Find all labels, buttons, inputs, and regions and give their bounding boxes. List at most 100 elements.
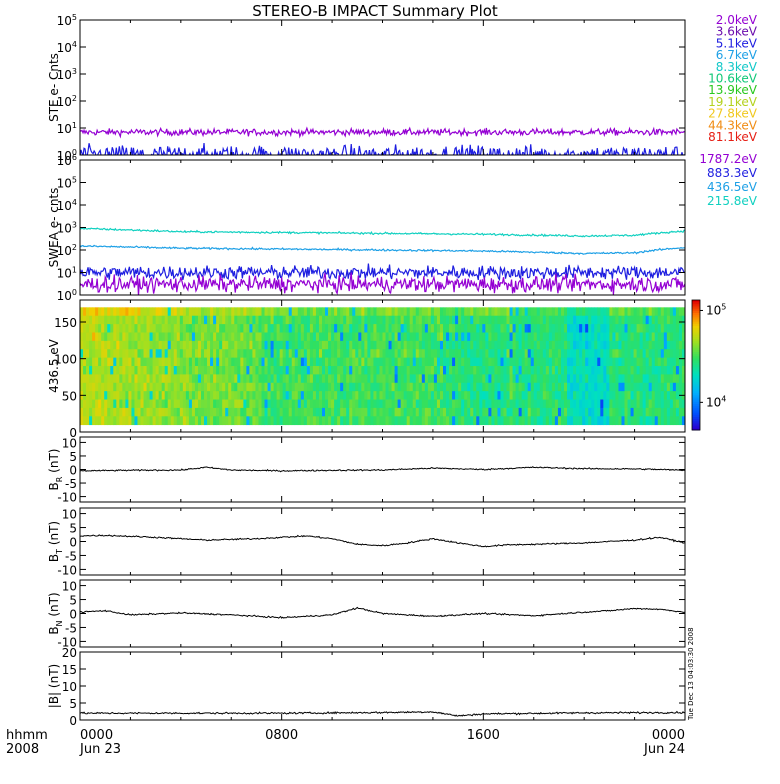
- y-tick-label: 106: [57, 153, 77, 168]
- y-tick-label: 5: [69, 522, 77, 536]
- series-line-215.8eV: [80, 227, 685, 238]
- y-tick-label: 5: [69, 697, 77, 711]
- time-axis-corner-year: 2008: [6, 742, 39, 757]
- y-tick-label: 103: [57, 221, 77, 236]
- time-axis-corner-hhmm: hhmm: [6, 728, 48, 743]
- time-tick-label: 0800: [265, 728, 298, 743]
- y-tick-label: 15: [62, 663, 77, 677]
- y-tick-label: 5: [69, 594, 77, 608]
- plot-title: STEREO-B IMPACT Summary Plot: [252, 2, 498, 20]
- legend-entry: 13.9keV: [708, 83, 758, 97]
- y-tick-label: 20: [62, 646, 77, 660]
- colorbar-tick-label: 104: [706, 394, 726, 409]
- y-tick-label: 0: [69, 464, 77, 478]
- legend-entry: 8.3keV: [716, 60, 758, 74]
- time-tick-label: 0000: [652, 728, 685, 743]
- legend-entry: 81.1keV: [708, 130, 758, 144]
- legend-entry: 436.5eV: [707, 180, 758, 194]
- panel-swea-data: [80, 227, 685, 295]
- panel-ste: 100 101 102 103 104 105 STE e- Cnts 2.0keV3.6ke…: [47, 13, 758, 163]
- panel-swea-ylabel: SWEA e- cnts: [47, 188, 61, 268]
- y-tick-label: -10: [57, 635, 77, 649]
- panel-bn-data: [80, 606, 685, 619]
- y-tick-label: 100: [57, 148, 77, 163]
- time-tick-label: 1600: [467, 728, 500, 743]
- y-tick-label: -5: [65, 621, 77, 635]
- panel-br-ylabel: BR (nT): [47, 449, 64, 491]
- panel-bn-ylabel: BN (nT): [47, 592, 64, 634]
- panel-bmag-data: [80, 710, 685, 717]
- y-tick-label: -5: [65, 549, 77, 563]
- series-line-1787.2eV: [80, 272, 685, 295]
- series-line-2.0keV: [80, 126, 685, 139]
- y-tick-label: 101: [57, 121, 77, 136]
- y-tick-label: -10: [57, 491, 77, 505]
- legend-entry: 3.6keV: [716, 25, 758, 39]
- panel-bt-data: [80, 534, 685, 548]
- legend-entry: 6.7keV: [716, 48, 758, 62]
- y-tick-label: -10: [57, 563, 77, 577]
- legend-entry: 215.8eV: [707, 194, 758, 208]
- y-tick-label: 150: [54, 316, 77, 330]
- legend-entry: 10.6keV: [708, 72, 758, 86]
- time-tick-date: Jun 24: [643, 742, 685, 757]
- series-line-436.5eV: [80, 244, 685, 256]
- y-tick-label: 0: [69, 536, 77, 550]
- series-line-883.3eV: [80, 263, 685, 282]
- y-tick-label: 0: [69, 426, 77, 440]
- y-tick-label: 0: [69, 714, 77, 728]
- legend-entry: 44.3keV: [708, 118, 758, 132]
- y-tick-label: 102: [57, 94, 77, 109]
- y-tick-label: 100: [54, 353, 77, 367]
- series-line-bn: [80, 606, 685, 619]
- time-tick-date: Jun 23: [79, 742, 121, 757]
- panel-bt-ylabel: BT (nT): [47, 521, 64, 562]
- legend-entry: 2.0keV: [716, 13, 758, 27]
- y-tick-label: 105: [57, 176, 77, 191]
- y-tick-label: 10: [62, 680, 77, 694]
- generation-stamp: Tue Dec 13 04:03:30 2008: [687, 627, 695, 721]
- panel-pad-data: [80, 307, 685, 426]
- y-tick-label: 102: [57, 243, 77, 258]
- y-tick-label: 5: [69, 450, 77, 464]
- y-tick-label: 10: [62, 508, 77, 522]
- colorbar-tick-label: 105: [706, 302, 726, 317]
- y-tick-label: 104: [57, 198, 77, 213]
- panel-ste-ylabel: STE e- Cnts: [47, 53, 61, 122]
- panel-br-data: [80, 466, 685, 473]
- panel-pad: 104 105 0 50 100 150 436.5 eV: [47, 299, 726, 440]
- y-tick-label: 103: [57, 67, 77, 82]
- legend-ste: 2.0keV3.6keV5.1keV6.7keV8.3keV10.6keV13.…: [708, 13, 758, 144]
- y-tick-label: 50: [62, 389, 77, 403]
- panel-swea: 100 101 102 103 104 105 106 SWEA e- cnts 1787.2e…: [47, 152, 758, 303]
- legend-entry: 27.8keV: [708, 107, 758, 121]
- legend-entry: 5.1keV: [716, 36, 758, 50]
- colorbar: 104 105: [691, 299, 726, 431]
- panel-bmag: 0 5 10 15 20|B| (nT): [47, 646, 686, 728]
- y-tick-label: 101: [57, 266, 77, 281]
- series-line-br: [80, 466, 685, 473]
- y-tick-label: -5: [65, 477, 77, 491]
- legend-entry: 1787.2eV: [699, 152, 757, 166]
- series-line-bmag: [80, 710, 685, 717]
- legend-entry: 19.1keV: [708, 95, 758, 109]
- y-tick-label: 10: [62, 436, 77, 450]
- y-tick-label: 0: [69, 608, 77, 622]
- y-tick-label: 100: [57, 288, 77, 303]
- time-axis-corner: hhmm 2008: [6, 728, 48, 757]
- panel-bmag-ylabel: |B| (nT): [47, 664, 61, 708]
- y-tick-label: 105: [57, 13, 77, 28]
- panel-pad-ylabel: 436.5 eV: [47, 338, 61, 393]
- y-tick-label: 104: [57, 40, 77, 55]
- legend-entry: 883.3eV: [707, 166, 758, 180]
- time-tick-label: 0000: [80, 728, 113, 743]
- y-tick-label: 10: [62, 580, 77, 594]
